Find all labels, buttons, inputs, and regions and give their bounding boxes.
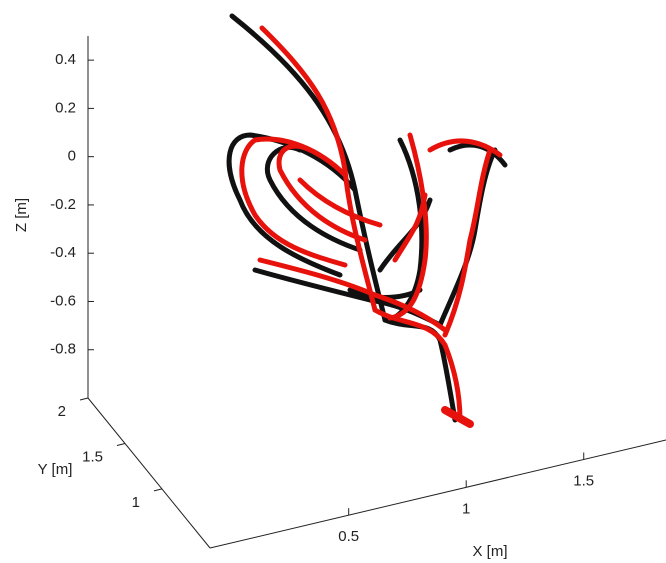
y-axis	[87, 397, 211, 549]
y-tick-label: 2	[58, 403, 66, 420]
y-tick	[79, 397, 89, 401]
z-tick-label: -0.4	[50, 244, 76, 261]
point-cloud	[226, 13, 508, 428]
z-tick-label: -0.6	[50, 292, 76, 309]
y-tick	[153, 488, 163, 492]
x-tick-label: 1	[462, 500, 470, 517]
z-tick-label: 0.2	[55, 99, 76, 116]
x-axis-label: X [m]	[472, 543, 507, 560]
z-tick-label: -0.8	[50, 341, 76, 358]
x-tick-label: 1.5	[573, 472, 594, 489]
y-tick-label: 1.5	[82, 448, 103, 465]
y-axis-label: Y [m]	[38, 461, 73, 478]
black-points	[226, 13, 508, 423]
z-tick-label: 0	[68, 148, 76, 165]
x-axis	[209, 439, 666, 549]
z-tick-label: -0.2	[50, 196, 76, 213]
z-axis-label: Z [m]	[13, 198, 30, 232]
y-tick-label: 1	[132, 494, 140, 511]
red-points	[239, 25, 503, 428]
x-tick-label: 0.5	[338, 528, 359, 545]
z-tick-label: 0.4	[55, 51, 76, 68]
y-tick	[116, 442, 126, 446]
